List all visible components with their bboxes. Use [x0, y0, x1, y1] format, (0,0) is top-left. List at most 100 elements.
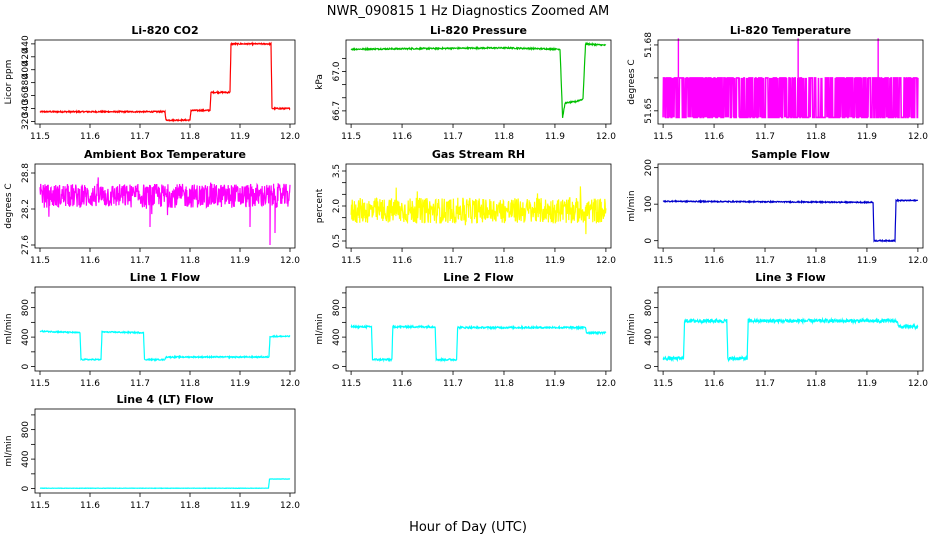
x-tick-label: 11.8	[806, 256, 826, 266]
x-tick-label: 11.5	[341, 256, 361, 266]
y-tick-label: 400	[21, 450, 31, 467]
plot-frame	[34, 39, 296, 125]
plot-frame	[345, 286, 612, 372]
y-tick-label: 0	[332, 363, 342, 369]
y-tick-label: 800	[332, 299, 342, 316]
x-axis-label: Hour of Day (UTC)	[409, 520, 527, 535]
y-tick-label: 0.5	[332, 234, 342, 248]
x-tick-label: 12.0	[908, 132, 928, 142]
x-tick-label: 11.8	[180, 132, 200, 142]
x-tick-label: 11.5	[653, 256, 673, 266]
x-tick-label: 12.0	[596, 132, 616, 142]
y-tick-label: 400	[644, 328, 654, 345]
y-axis-label: ml/min	[627, 190, 637, 221]
y-tick-label: 400	[21, 61, 31, 78]
x-tick-label: 11.6	[80, 379, 100, 389]
x-tick-label: 11.5	[30, 501, 50, 511]
x-tick-label: 12.0	[280, 501, 300, 511]
plot-frame	[657, 286, 924, 372]
panel-title: Line 1 Flow	[130, 271, 200, 284]
panels: Li-820 CO2 Licor ppm 11.5 11.6 11.7 11.8 11.9 1…	[4, 24, 928, 511]
panel-title: Line 2 Flow	[443, 271, 513, 284]
y-tick-label: 51.68	[644, 32, 654, 58]
plot-frame	[34, 163, 296, 249]
panel-title: Ambient Box Temperature	[84, 148, 246, 161]
x-tick-label: 11.8	[806, 379, 826, 389]
x-tick-label: 11.8	[494, 379, 514, 389]
x-tick-label: 12.0	[280, 256, 300, 266]
y-tick-label: 340	[21, 100, 31, 117]
y-axis-label: degrees C	[4, 183, 14, 228]
x-tick-label: 12.0	[908, 256, 928, 266]
panel-title: Li-820 CO2	[131, 24, 198, 37]
x-tick-label: 12.0	[280, 132, 300, 142]
x-tick-label: 11.7	[130, 379, 150, 389]
x-tick-label: 11.8	[180, 256, 200, 266]
y-tick-label: 100	[644, 195, 654, 212]
x-tick-label: 11.8	[180, 379, 200, 389]
panel-sample-flow: Sample Flow ml/min 11.5 11.6 11.7 11.8 11.9 12.…	[627, 148, 928, 266]
y-axis-label: ml/min	[627, 313, 637, 344]
x-tick-label: 11.7	[443, 256, 463, 266]
x-tick-label: 11.8	[494, 132, 514, 142]
y-axis-label: Licor ppm	[4, 60, 14, 105]
x-tick-label: 11.9	[230, 501, 250, 511]
y-tick-label: 28.2	[21, 199, 31, 219]
y-axis-label: ml/min	[4, 313, 14, 344]
panel-title: Li-820 Pressure	[430, 24, 527, 37]
x-tick-label: 11.9	[230, 256, 250, 266]
y-tick-label: 200	[644, 159, 654, 176]
x-tick-label: 11.6	[704, 132, 724, 142]
panel-title: Sample Flow	[751, 148, 830, 161]
series-line	[39, 177, 291, 246]
y-tick-label: 2.0	[332, 199, 342, 214]
y-tick-label: 800	[644, 299, 654, 316]
series-line	[662, 316, 919, 363]
y-tick-label: 0	[644, 363, 654, 369]
series-line	[350, 323, 607, 363]
x-tick-label: 12.0	[596, 256, 616, 266]
x-tick-label: 11.5	[341, 379, 361, 389]
panel-line-4-lt-flow: Line 4 (LT) Flow ml/min 11.5 11.6 11.7 11.8 11…	[4, 393, 300, 511]
x-tick-label: 11.8	[180, 501, 200, 511]
x-tick-label: 11.9	[545, 256, 565, 266]
x-tick-label: 11.9	[545, 379, 565, 389]
figure-title: NWR_090815 1 Hz Diagnostics Zoomed AM	[327, 4, 610, 19]
panel-line-1-flow: Line 1 Flow ml/min 11.5 11.6 11.7 11.8 11.9 12.…	[4, 271, 300, 389]
x-tick-label: 11.5	[30, 379, 50, 389]
y-axis-label: ml/min	[4, 435, 14, 466]
y-tick-label: 0	[21, 363, 31, 369]
y-tick-label: 0	[644, 238, 654, 244]
plot-frame	[345, 39, 612, 125]
x-tick-label: 11.7	[443, 132, 463, 142]
y-tick-label: 400	[332, 328, 342, 345]
x-tick-label: 11.6	[80, 501, 100, 511]
panel-li-820-pressure: Li-820 Pressure kPa 11.5 11.6 11.7 11.8 11.9 12…	[315, 24, 616, 142]
x-tick-label: 11.6	[80, 256, 100, 266]
x-tick-label: 11.7	[443, 379, 463, 389]
x-tick-label: 11.5	[341, 132, 361, 142]
series-line	[39, 41, 291, 123]
x-tick-label: 12.0	[596, 379, 616, 389]
x-tick-label: 11.9	[230, 132, 250, 142]
x-tick-label: 11.9	[545, 132, 565, 142]
series-line	[662, 198, 919, 243]
y-tick-label: 51.65	[644, 98, 654, 124]
panel-li-820-co2: Li-820 CO2 Licor ppm 11.5 11.6 11.7 11.8 11.9 1…	[4, 24, 300, 142]
x-tick-label: 11.7	[755, 132, 775, 142]
y-tick-label: 800	[21, 299, 31, 316]
series-line	[662, 77, 919, 119]
x-tick-label: 11.5	[30, 132, 50, 142]
plot-frame	[657, 39, 924, 125]
y-tick-label: 3.5	[332, 164, 342, 178]
plot-frame	[34, 286, 296, 372]
x-tick-label: 11.5	[653, 132, 673, 142]
x-tick-label: 11.9	[230, 379, 250, 389]
y-tick-label: 440	[21, 35, 31, 52]
plot-frame	[34, 408, 296, 494]
x-tick-label: 11.7	[755, 379, 775, 389]
x-tick-label: 11.7	[755, 256, 775, 266]
y-tick-label: 420	[21, 48, 31, 65]
